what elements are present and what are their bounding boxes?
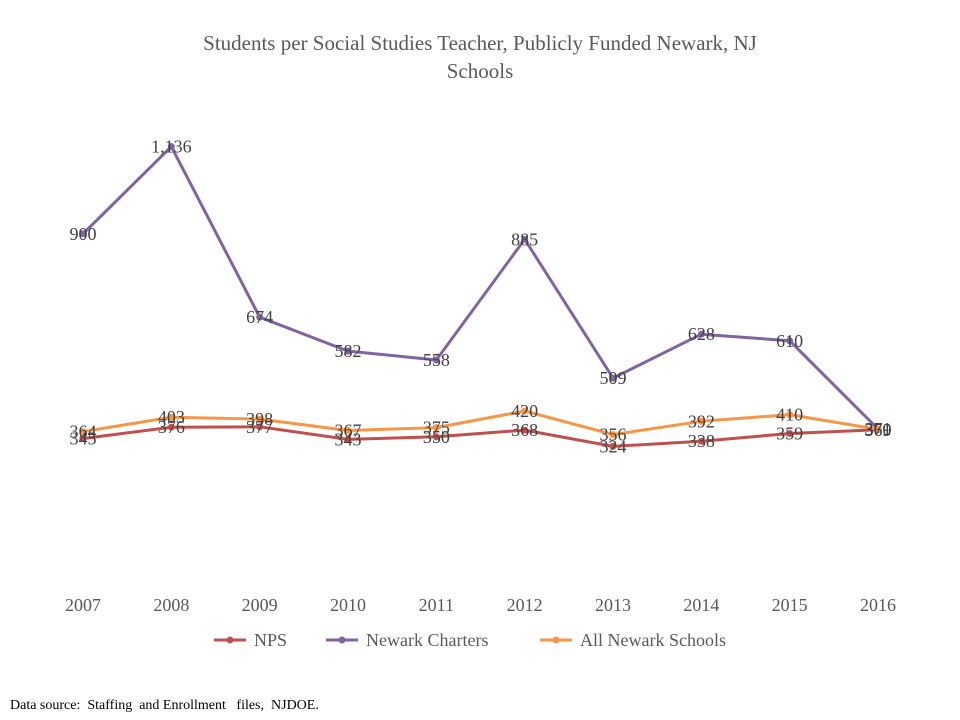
data-label-nps: 343 — [335, 429, 362, 449]
data-label-newark-charters: 1,136 — [151, 137, 192, 157]
data-label-newark-charters: 509 — [600, 368, 627, 388]
data-label-all-newark-schools: 364 — [70, 422, 97, 442]
legend-swatch-marker-newark-charters — [338, 636, 346, 644]
data-point-newark-charters — [167, 143, 175, 151]
series-line-all-newark-schools — [81, 409, 880, 437]
x-tick-label: 2013 — [595, 595, 631, 615]
x-tick-label: 2011 — [419, 595, 454, 615]
legend-swatch-marker-nps — [226, 636, 234, 644]
data-point-newark-charters — [609, 374, 617, 382]
legend-label-all-newark-schools: All Newark Schools — [580, 630, 726, 650]
data-point-newark-charters — [786, 337, 794, 345]
data-point-all-newark-schools — [521, 407, 529, 415]
data-point-all-newark-schools — [786, 411, 794, 419]
data-point-nps — [344, 435, 352, 443]
data-label-all-newark-schools: 370 — [865, 419, 892, 439]
data-label-layer: 345 376 377 343 350 368 324 338 359 369 900 1,136 67… — [70, 137, 892, 457]
data-point-all-newark-schools — [79, 428, 87, 436]
data-label-newark-charters: 674 — [246, 307, 273, 327]
data-label-all-newark-schools: 356 — [600, 425, 627, 445]
data-label-newark-charters: 628 — [688, 324, 715, 344]
data-point-nps — [609, 442, 617, 450]
data-label-nps: 324 — [600, 436, 627, 456]
chart-title-line-2: Schools — [447, 59, 514, 83]
data-point-nps — [521, 426, 529, 434]
x-tick-label: 2012 — [507, 595, 543, 615]
data-label-newark-charters: 610 — [776, 331, 803, 351]
data-point-all-newark-schools — [344, 427, 352, 435]
chart-title-line-1: Students per Social Studies Teacher, Pub… — [203, 31, 757, 55]
legend: NPS Newark Charters All Newark Schools — [214, 630, 726, 650]
x-axis: 2007 2008 2009 2010 2011 2012 2013 2014 2015 2016 — [65, 595, 896, 615]
legend-label-nps: NPS — [254, 630, 287, 650]
data-label-all-newark-schools: 403 — [158, 407, 185, 427]
data-point-newark-charters — [344, 347, 352, 355]
data-point-nps — [786, 429, 794, 437]
data-point-nps — [256, 423, 264, 431]
data-label-all-newark-schools: 375 — [423, 418, 450, 438]
data-point-nps — [167, 423, 175, 431]
data-point-all-newark-schools — [874, 425, 882, 433]
data-label-nps: 369 — [865, 420, 892, 440]
x-tick-label: 2008 — [153, 595, 189, 615]
x-tick-label: 2007 — [65, 595, 101, 615]
x-tick-label: 2015 — [772, 595, 808, 615]
data-label-all-newark-schools: 392 — [688, 411, 715, 431]
data-label-nps: 338 — [688, 431, 715, 451]
data-point-all-newark-schools — [697, 417, 705, 425]
series-line-nps — [81, 425, 880, 448]
data-label-nps: 376 — [158, 417, 185, 437]
data-label-nps: 377 — [246, 417, 273, 437]
legend-swatch-marker-all-newark-schools — [552, 636, 560, 644]
data-point-newark-charters — [521, 235, 529, 243]
data-point-all-newark-schools — [609, 431, 617, 439]
data-label-newark-charters: 371 — [865, 419, 892, 439]
series-layer — [79, 143, 882, 450]
legend-label-newark-charters: Newark Charters — [366, 630, 488, 650]
data-label-all-newark-schools: 398 — [246, 409, 273, 429]
data-source-note: Data source: Staffing and Enrollment fil… — [10, 698, 319, 713]
data-point-nps — [432, 433, 440, 441]
x-tick-label: 2014 — [683, 595, 719, 615]
data-point-nps — [79, 435, 87, 443]
data-label-newark-charters: 885 — [511, 229, 538, 249]
data-label-nps: 345 — [70, 429, 97, 449]
data-point-newark-charters — [697, 330, 705, 338]
data-label-all-newark-schools: 420 — [511, 401, 538, 421]
data-label-nps: 359 — [776, 423, 803, 443]
data-point-newark-charters — [432, 356, 440, 364]
data-label-all-newark-schools: 410 — [776, 405, 803, 425]
x-tick-label: 2009 — [242, 595, 278, 615]
data-label-all-newark-schools: 367 — [335, 421, 362, 441]
data-label-newark-charters: 900 — [70, 224, 97, 244]
data-label-newark-charters: 558 — [423, 350, 450, 370]
x-tick-label: 2010 — [330, 595, 366, 615]
data-point-all-newark-schools — [256, 415, 264, 423]
data-label-nps: 368 — [511, 420, 538, 440]
data-point-nps — [697, 437, 705, 445]
data-label-newark-charters: 582 — [335, 341, 362, 361]
data-point-newark-charters — [79, 230, 87, 238]
data-label-nps: 350 — [423, 427, 450, 447]
data-point-newark-charters — [256, 313, 264, 321]
data-point-all-newark-schools — [167, 413, 175, 421]
x-tick-label: 2016 — [860, 595, 896, 615]
data-point-all-newark-schools — [432, 424, 440, 432]
series-line-newark-charters — [81, 145, 880, 431]
